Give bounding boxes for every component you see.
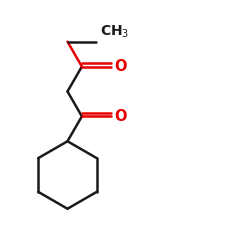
- Text: O: O: [114, 59, 127, 74]
- Text: O: O: [114, 109, 127, 124]
- Text: CH$_3$: CH$_3$: [100, 23, 129, 40]
